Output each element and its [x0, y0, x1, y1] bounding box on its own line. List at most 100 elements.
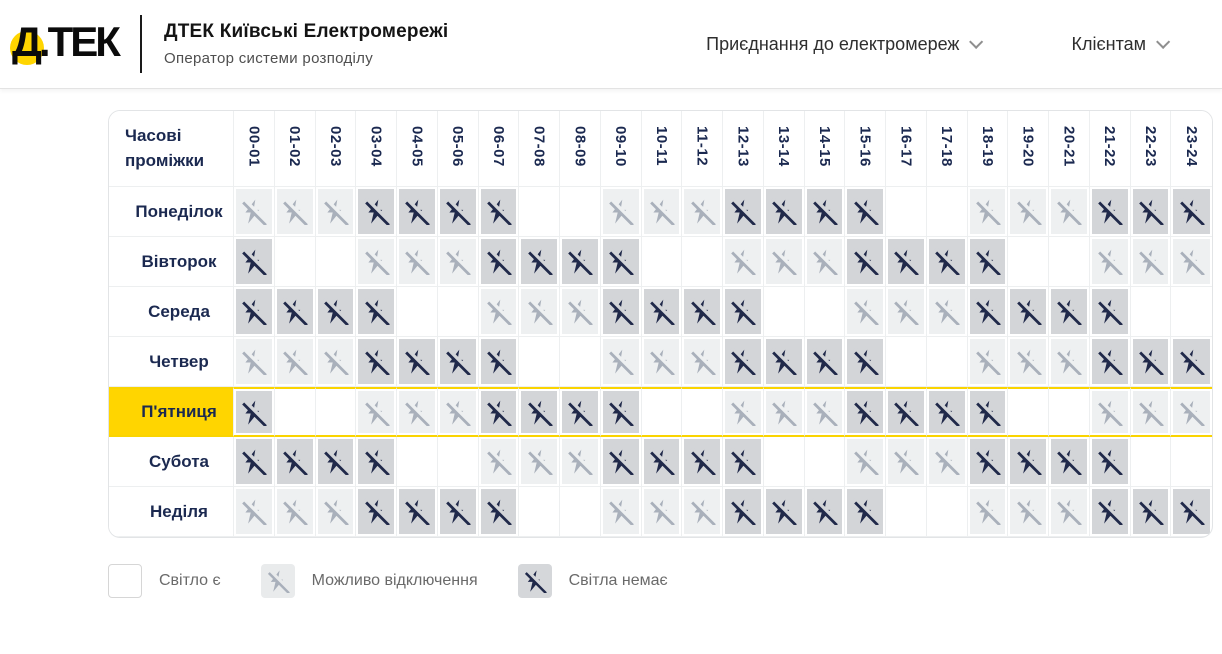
crossed-lightning-icon: [1136, 398, 1164, 426]
schedule-cell-on: [397, 437, 438, 487]
schedule-cell-on: [1171, 437, 1212, 487]
schedule-row: П'ятниця: [109, 387, 1212, 437]
crossed-lightning-icon: [647, 448, 675, 475]
crossed-lightning-icon: [403, 248, 431, 275]
schedule-cell-maybe: [926, 437, 968, 487]
crossed-lightning-icon: [1096, 198, 1124, 225]
schedule-cell-off: [356, 337, 397, 387]
schedule-cell-off: [886, 387, 927, 437]
time-slot-header: 22-23: [1130, 111, 1172, 187]
crossed-lightning-icon: [851, 398, 879, 426]
crossed-lightning-icon: [281, 198, 309, 225]
schedule-cell-off: [478, 487, 520, 537]
crossed-lightning-icon: [851, 348, 879, 375]
time-slot-header: 07-08: [519, 111, 560, 187]
crossed-lightning-icon: [240, 448, 268, 475]
schedule-cell-maybe: [845, 287, 886, 337]
schedule-cell-maybe: [641, 187, 683, 237]
schedule-cell-off: [600, 437, 642, 487]
schedule-cell-on: [886, 487, 927, 537]
day-label: Вівторок: [109, 237, 234, 287]
crossed-lightning-icon: [688, 498, 716, 525]
crossed-lightning-icon: [729, 448, 757, 475]
nav-item-connection[interactable]: Приєднання до електромереж: [706, 34, 984, 55]
crossed-lightning-icon: [647, 348, 675, 375]
schedule-cell-maybe: [519, 287, 560, 337]
crossed-lightning-icon: [281, 498, 309, 525]
crossed-lightning-icon: [444, 248, 472, 275]
schedule-cell-off: [234, 287, 275, 337]
schedule-cell-on: [560, 187, 601, 237]
schedule-cell-off: [1049, 437, 1090, 487]
schedule-cell-on: [274, 237, 316, 287]
crossed-lightning-icon: [281, 298, 309, 325]
time-slot-label: 23-24: [1183, 125, 1201, 167]
dtek-logo[interactable]: Д.ТЕК: [10, 14, 122, 74]
legend-label-possible-outage: Можливо відключення: [311, 572, 478, 589]
time-slot-header: 13-14: [763, 111, 805, 187]
schedule-cell-off: [397, 487, 438, 537]
day-label: Середа: [109, 287, 234, 337]
crossed-lightning-icon: [281, 348, 309, 375]
schedule-cell-off: [1130, 487, 1172, 537]
schedule-cell-on: [926, 487, 968, 537]
schedule-cell-off: [397, 187, 438, 237]
schedule-cell-maybe: [886, 437, 927, 487]
time-slot-label: 16-17: [897, 125, 915, 167]
schedule-cell-off: [1130, 187, 1172, 237]
crossed-lightning-icon: [265, 569, 290, 593]
schedule-cell-off: [315, 287, 357, 337]
time-slot-label: 00-01: [245, 125, 263, 167]
schedule-cell-maybe: [274, 487, 316, 537]
time-slot-header: 14-15: [804, 111, 846, 187]
schedule-cell-off: [723, 487, 764, 537]
schedule-row: Субота: [109, 437, 1212, 487]
crossed-lightning-icon: [770, 398, 798, 426]
schedule-cell-maybe: [1049, 337, 1090, 387]
time-slot-label: 03-04: [367, 125, 385, 167]
schedule-cell-on: [886, 187, 927, 237]
crossed-lightning-icon: [1014, 298, 1042, 325]
time-slot-header: 20-21: [1049, 111, 1090, 187]
time-slot-header: 04-05: [397, 111, 438, 187]
time-slot-label: 10-11: [652, 125, 670, 167]
schedule-cell-off: [641, 437, 683, 487]
site-header: Д.ТЕК ДТЕК Київські Електромережі Операт…: [0, 0, 1222, 89]
schedule-row: Неділя: [109, 487, 1212, 537]
crossed-lightning-icon: [729, 298, 757, 325]
crossed-lightning-icon: [403, 398, 431, 426]
crossed-lightning-icon: [403, 198, 431, 225]
legend-item-possible-outage: Можливо відключення: [260, 564, 478, 598]
schedule-cell-off: [763, 187, 805, 237]
schedule-cell-off: [1089, 337, 1131, 387]
nav-item-clients[interactable]: Клієнтам: [1071, 34, 1171, 55]
schedule-cell-maybe: [1130, 387, 1172, 437]
crossed-lightning-icon: [240, 248, 268, 275]
time-slot-header: 23-24: [1171, 111, 1212, 187]
schedule-cell-maybe: [804, 387, 846, 437]
schedule-cell-maybe: [723, 387, 764, 437]
crossed-lightning-icon: [607, 498, 635, 525]
schedule-cell-off: [967, 437, 1009, 487]
time-slot-label: 17-18: [938, 125, 956, 167]
schedule-cell-off: [437, 187, 479, 237]
crossed-lightning-icon: [444, 398, 472, 426]
schedule-cell-maybe: [397, 237, 438, 287]
schedule-cell-maybe: [234, 337, 275, 387]
schedule-row: Середа: [109, 287, 1212, 337]
schedule-cell-maybe: [315, 487, 357, 537]
schedule-cell-on: [397, 287, 438, 337]
schedule-cell-maybe: [1171, 237, 1212, 287]
time-slot-label: 21-22: [1101, 125, 1119, 167]
time-slot-header: 05-06: [437, 111, 479, 187]
schedule-cell-off: [234, 387, 275, 437]
day-label: Неділя: [109, 487, 234, 537]
crossed-lightning-icon: [1136, 348, 1164, 375]
schedule-cell-off: [641, 287, 683, 337]
crossed-lightning-icon: [1014, 498, 1042, 525]
crossed-lightning-icon: [688, 298, 716, 325]
schedule-cell-on: [926, 187, 968, 237]
company-subtitle: Оператор системи розподілу: [164, 50, 373, 67]
crossed-lightning-icon: [810, 348, 838, 375]
schedule-cell-on: [274, 387, 316, 437]
